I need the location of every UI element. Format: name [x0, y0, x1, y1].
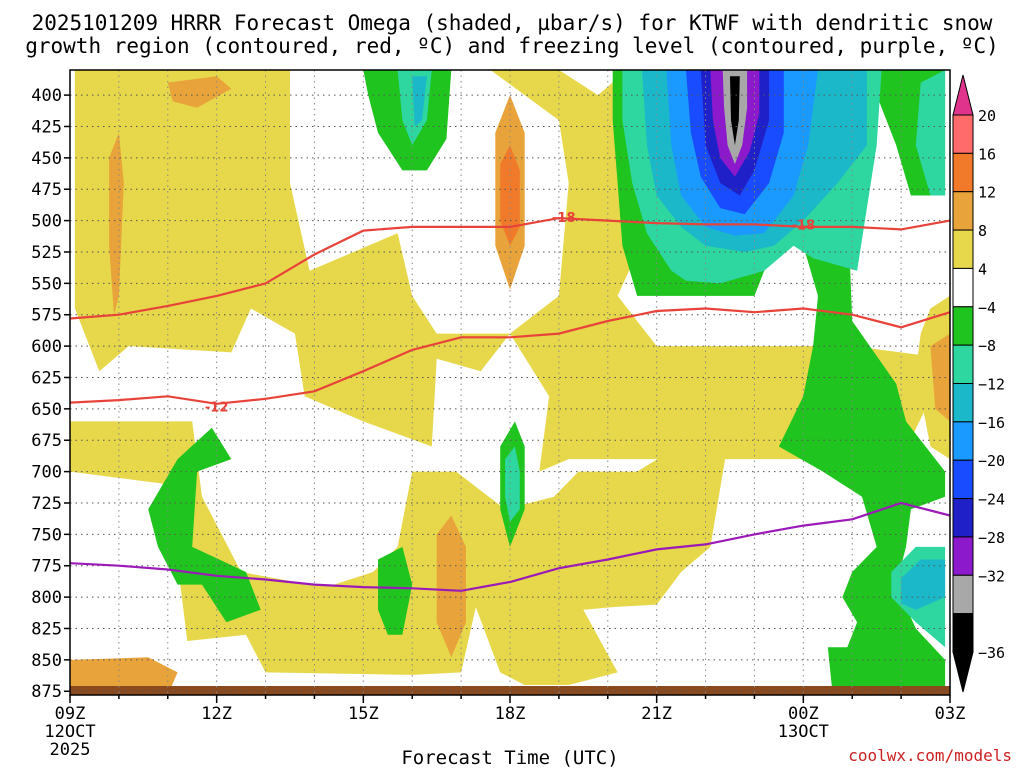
series-label-1-0: -12: [205, 400, 229, 415]
plot-area: -18 -18 -12: [69, 69, 951, 696]
y-tick-label-525: 525: [31, 243, 62, 263]
omega-region-0: [74, 70, 950, 472]
y-tick-label-425: 425: [31, 117, 62, 137]
y-tick-label-600: 600: [31, 337, 62, 357]
colorbar-swatch-9: [952, 459, 974, 500]
colorbar-swatch-2: [952, 191, 974, 231]
y-tick-label-725: 725: [31, 494, 62, 514]
y-tick-label-675: 675: [31, 431, 62, 451]
y-tick-label-575: 575: [31, 306, 62, 326]
colorbar-swatch-11: [952, 536, 974, 576]
colorbar-swatch-3: [952, 229, 974, 269]
omega-region-13: [378, 546, 413, 635]
colorbar-swatch-8: [952, 421, 974, 461]
x-tick-label-3: 18Z: [495, 704, 526, 724]
y-tick-label-650: 650: [31, 400, 62, 420]
colorbar-swatch-6: [952, 344, 974, 384]
series-line-0: [69, 216, 951, 320]
series-line-1: [69, 307, 951, 405]
omega-region-6: [436, 515, 466, 658]
pressure-axis: 400 425 450 475 500 525 550 575 600 625 650 675 700 7…: [31, 86, 70, 702]
colorbar: 20 16 12 8 4 −4 −8 −12 −16 −20 −24 −28 −32 −36: [952, 74, 1005, 693]
colorbar-swatch-4: [952, 267, 974, 308]
chart-title-line1: 2025101209 HRRR Forecast Omega (shaded, …: [32, 11, 993, 35]
y-tick-label-450: 450: [31, 149, 62, 169]
colorbar-label-8: −16: [978, 414, 1005, 432]
colorbar-label-11: −28: [978, 529, 1005, 547]
colorbar-label-12: −32: [978, 567, 1005, 585]
ground-strip: [70, 686, 950, 695]
x-tick-date-0: 12OCT: [44, 722, 95, 742]
series-label-0-1: -18: [792, 218, 816, 233]
y-tick-label-775: 775: [31, 557, 62, 577]
x-tick-label-2: 15Z: [348, 704, 379, 724]
colorbar-label-3: 8: [978, 222, 987, 240]
y-tick-label-550: 550: [31, 274, 62, 294]
colorbar-swatch-7: [952, 383, 974, 423]
omega-shading: [70, 70, 950, 695]
colorbar-label-9: −20: [978, 452, 1005, 470]
colorbar-swatch-13: [952, 613, 974, 653]
contour-lines: -18 -18 -12: [69, 211, 951, 592]
y-tick-label-475: 475: [31, 180, 62, 200]
y-tick-label-800: 800: [31, 588, 62, 608]
x-tick-date-5: 13OCT: [778, 722, 829, 742]
omega-region-12: [148, 427, 261, 623]
colorbar-swatch-0: [952, 114, 974, 154]
y-tick-label-850: 850: [31, 651, 62, 671]
colorbar-label-10: −24: [978, 491, 1005, 509]
y-tick-label-750: 750: [31, 525, 62, 545]
x-tick-label-0: 09Z: [55, 704, 86, 724]
colorbar-label-13: −36: [978, 644, 1005, 662]
omega-region-17: [915, 70, 946, 196]
x-tick-label-6: 03Z: [935, 704, 966, 724]
omega-region-3: [109, 132, 124, 315]
colorbar-label-4: 4: [978, 260, 987, 278]
x-tick-label-4: 21Z: [641, 704, 672, 724]
colorbar-swatch-12: [952, 574, 974, 615]
y-tick-label-625: 625: [31, 368, 62, 388]
y-tick-label-875: 875: [31, 682, 62, 702]
x-tick-label-1: 12Z: [201, 704, 232, 724]
x-tick-label-5: 00Z: [788, 704, 819, 724]
series-label-0-0: -18: [552, 211, 576, 226]
colorbar-swatch-10: [952, 498, 974, 538]
y-tick-label-825: 825: [31, 619, 62, 639]
omega-region-21: [412, 76, 427, 127]
colorbar-label-0: 20: [978, 107, 996, 125]
y-tick-label-400: 400: [31, 86, 62, 106]
omega-region-7: [70, 657, 178, 695]
colorbar-label-6: −8: [978, 337, 996, 355]
colorbar-label-2: 12: [978, 184, 996, 202]
y-tick-label-500: 500: [31, 212, 62, 232]
omega-region-28: [730, 76, 740, 146]
chart-title-line2: growth region (contoured, red, ºC) and f…: [25, 34, 999, 58]
omega-region-4: [167, 76, 232, 108]
series-line-2: [69, 501, 951, 592]
credit-text: coolwx.com/models: [848, 746, 1012, 765]
colorbar-label-1: 16: [978, 145, 996, 163]
colorbar-swatch-1: [952, 152, 974, 193]
y-tick-label-700: 700: [31, 463, 62, 483]
colorbar-label-7: −12: [978, 376, 1005, 394]
colorbar-bottom-arrow: [952, 651, 974, 693]
colorbar-top-arrow: [952, 74, 974, 116]
x-axis-label: Forecast Time (UTC): [401, 747, 618, 768]
colorbar-label-5: −4: [978, 299, 996, 317]
colorbar-swatch-5: [952, 306, 974, 346]
x-tick-year-0: 2025: [50, 740, 91, 760]
grid-lines: [70, 70, 950, 695]
